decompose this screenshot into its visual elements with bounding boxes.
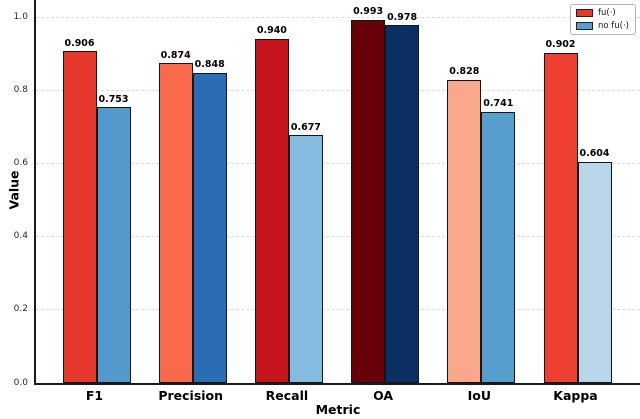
x-axis-title: Metric [315,402,361,417]
bar-value-label: 0.741 [483,98,514,110]
legend-swatch-icon [576,22,593,30]
bar-iou-no-fu [481,111,516,383]
bar-f1-no-fu [96,107,131,383]
x-axis-tick-label-oa: OA [373,388,394,403]
bar-value-label: 0.993 [353,6,384,18]
bar-iou-fu [447,79,482,383]
y-axis-tick-label: 0.4 [13,231,28,242]
bar-value-label: 0.902 [545,39,576,51]
plot-area: 0.906 0.753 0.874 0.848 0.940 0.677 0.993 0.978… [34,0,640,385]
bar-value-label: 0.828 [449,66,480,78]
y-gridline [36,309,640,311]
y-gridline [36,162,640,164]
bar-value-label: 0.906 [64,37,95,49]
bar-value-label: 0.848 [194,59,225,71]
x-axis-tick-label-recall: Recall [265,388,309,403]
bar-value-label: 0.677 [290,121,321,133]
y-axis-tick-label: 1.0 [13,11,28,22]
bar-value-label: 0.753 [98,93,129,105]
x-axis-tick-label-iou: IoU [467,388,491,403]
y-axis-title: Value [6,170,22,210]
legend-label: no fu(·) [598,21,630,31]
bar-f1-fu [62,51,97,383]
y-axis-tick-label: 0.6 [13,157,28,168]
y-gridline [36,16,640,18]
bar-recall-fu [254,38,289,383]
y-axis-tick-label: 0.8 [13,84,28,95]
x-axis-tick-label-f1: F1 [85,388,104,403]
x-axis-tick-label-kappa: Kappa [553,388,598,403]
bar-value-label: 0.604 [579,148,610,160]
bar-value-label: 0.940 [256,25,287,37]
bar-oa-no-fu [385,25,420,383]
y-axis-tick-label: 0.0 [13,377,28,388]
legend-swatch-icon [576,9,593,17]
legend-item: no fu(·) [576,21,629,31]
bar-value-label: 0.874 [160,49,191,61]
bar-recall-no-fu [288,135,323,383]
bar-oa-fu [351,19,386,383]
bar-precision-fu [158,63,193,383]
y-gridline [36,236,640,238]
legend-label: fu(·) [598,8,616,18]
x-axis-tick-label-precision: Precision [158,388,224,403]
bar-kappa-fu [543,52,578,383]
bar-kappa-no-fu [577,161,612,383]
legend: fu(·) no fu(·) [570,4,637,35]
y-gridline [36,89,640,91]
bar-precision-no-fu [192,72,227,383]
bar-value-label: 0.978 [387,11,418,23]
legend-item: fu(·) [576,8,629,18]
y-axis-tick-label: 0.2 [13,304,28,315]
